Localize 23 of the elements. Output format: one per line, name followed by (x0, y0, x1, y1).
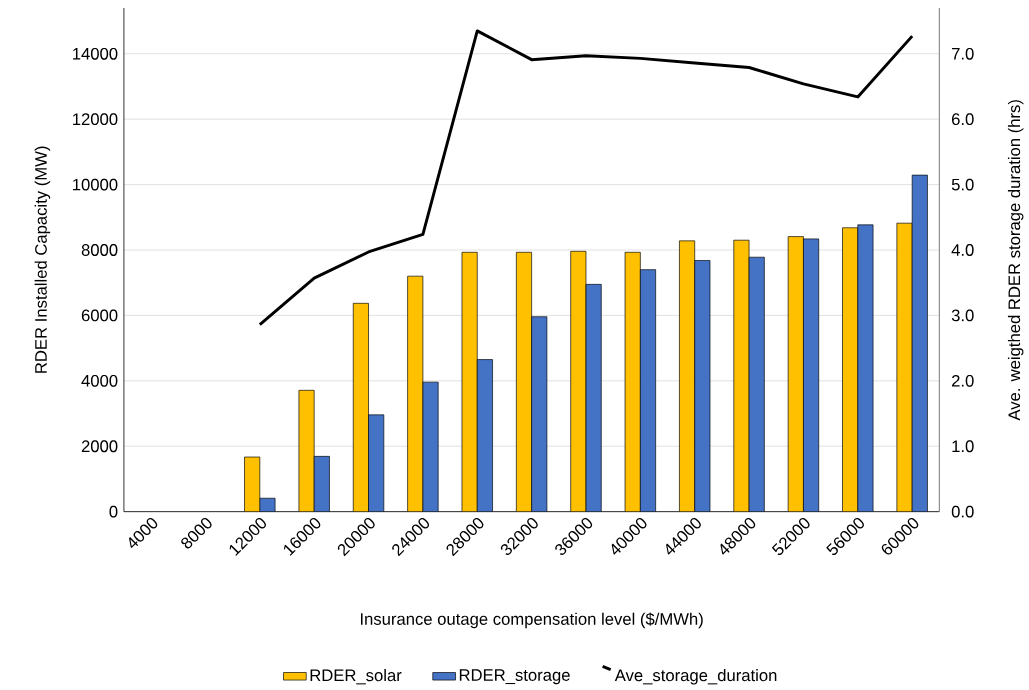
y-tick-label: 10000 (73, 178, 118, 191)
y-tick-label: 4000 (81, 375, 118, 387)
y-tick-label: 2000 (81, 440, 118, 453)
y2-tick-label: 5.0 (951, 178, 974, 191)
y2-axis-title: Ave. weigthed RDER storage duration (hrs) (1007, 100, 1024, 421)
y2-tick-label: 4.0 (951, 244, 974, 257)
y-tick-label: 8000 (81, 244, 118, 257)
y-tick-label: 12000 (73, 113, 118, 126)
legend-label: RDER_storage (459, 669, 570, 685)
line-series (258, 29, 914, 327)
y-tick-label: 14000 (73, 48, 118, 60)
y2-tick-label: 0.0 (951, 505, 974, 518)
legend-label: RDER_solar (310, 669, 402, 685)
y2-tick-label: 6.0 (952, 113, 974, 126)
y-tick-label: 6000 (81, 309, 118, 322)
y2-tick-label: 3.0 (951, 309, 974, 322)
y-axis-title: RDER Installed Capacity (MW) (34, 146, 51, 373)
legend-label: Ave_storage_duration (614, 669, 777, 685)
y-tick-label: 0 (109, 505, 118, 518)
y2-tick-label: 1.0 (952, 440, 974, 453)
y2-tick-label: 7.0 (952, 48, 974, 60)
x-axis-title: Insurance outage compensation level ($/MWh) (360, 612, 703, 629)
y2-tick-label: 2.0 (952, 375, 974, 387)
